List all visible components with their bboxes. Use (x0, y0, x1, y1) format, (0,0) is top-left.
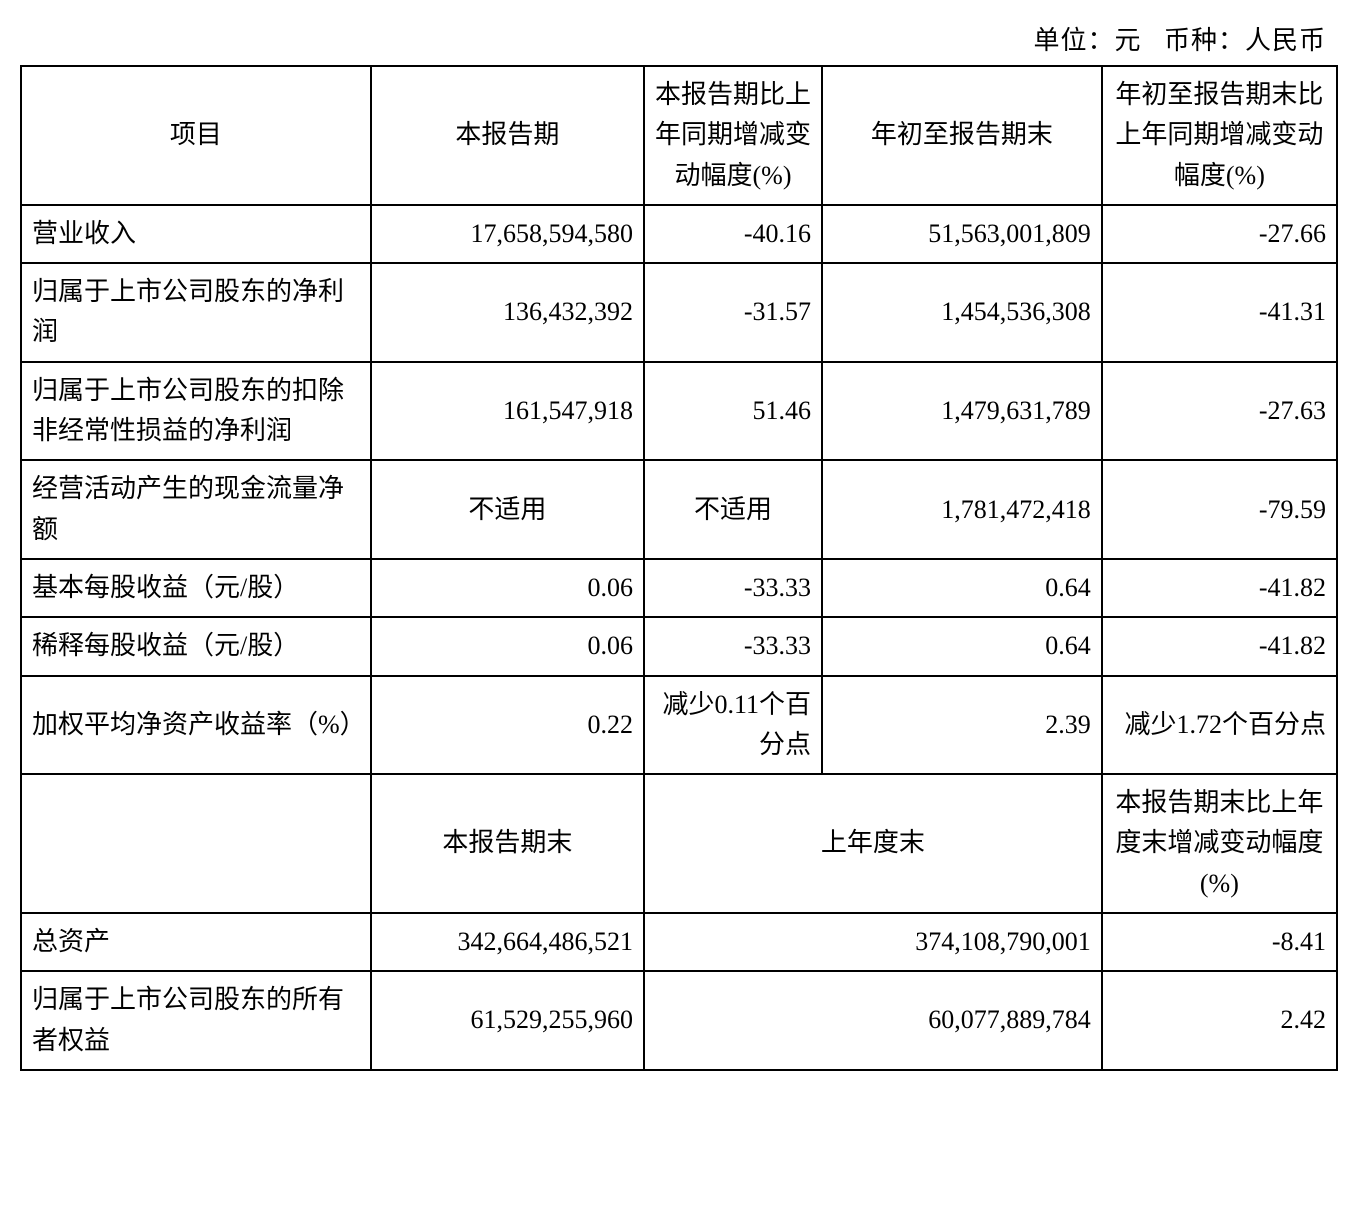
cell-pct2: -27.66 (1102, 205, 1337, 263)
currency-label: 币种：人民币 (1164, 26, 1326, 55)
header-ytd: 年初至报告期末 (822, 66, 1102, 205)
cell-period: 0.06 (371, 617, 644, 675)
cell-pct: 2.42 (1102, 971, 1337, 1070)
table-row: 经营活动产生的现金流量净额 不适用 不适用 1,781,472,418 -79.… (21, 460, 1337, 559)
cell-pct1: -33.33 (644, 559, 822, 617)
cell-item: 经营活动产生的现金流量净额 (21, 460, 371, 559)
cell-ytd: 0.64 (822, 617, 1102, 675)
cell-item: 营业收入 (21, 205, 371, 263)
cell-period: 0.06 (371, 559, 644, 617)
cell-prev-year-end: 60,077,889,784 (644, 971, 1102, 1070)
cell-item: 基本每股收益（元/股） (21, 559, 371, 617)
cell-item: 归属于上市公司股东的扣除非经常性损益的净利润 (21, 362, 371, 461)
header-pct1: 本报告期比上年同期增减变动幅度(%) (644, 66, 822, 205)
cell-pct1: 减少0.11个百分点 (644, 676, 822, 775)
cell-ytd: 0.64 (822, 559, 1102, 617)
cell-ytd: 1,479,631,789 (822, 362, 1102, 461)
cell-pct1: 不适用 (644, 460, 822, 559)
cell-ytd: 1,454,536,308 (822, 263, 1102, 362)
header-item: 项目 (21, 66, 371, 205)
cell-item: 归属于上市公司股东的净利润 (21, 263, 371, 362)
table-row: 营业收入 17,658,594,580 -40.16 51,563,001,80… (21, 205, 1337, 263)
cell-period: 136,432,392 (371, 263, 644, 362)
cell-item: 总资产 (21, 913, 371, 971)
header-period: 本报告期 (371, 66, 644, 205)
table-row: 基本每股收益（元/股） 0.06 -33.33 0.64 -41.82 (21, 559, 1337, 617)
cell-pct2: -41.82 (1102, 617, 1337, 675)
cell-pct2: 减少1.72个百分点 (1102, 676, 1337, 775)
cell-pct2: -27.63 (1102, 362, 1337, 461)
table-row: 总资产 342,664,486,521 374,108,790,001 -8.4… (21, 913, 1337, 971)
cell-pct2: -41.82 (1102, 559, 1337, 617)
subheader-item (21, 774, 371, 913)
table-subheader-row: 本报告期末 上年度末 本报告期末比上年度末增减变动幅度(%) (21, 774, 1337, 913)
cell-item: 稀释每股收益（元/股） (21, 617, 371, 675)
table-row: 归属于上市公司股东的净利润 136,432,392 -31.57 1,454,5… (21, 263, 1337, 362)
cell-ytd: 51,563,001,809 (822, 205, 1102, 263)
cell-pct1: 51.46 (644, 362, 822, 461)
header-pct2: 年初至报告期末比上年同期增减变动幅度(%) (1102, 66, 1337, 205)
cell-ytd: 1,781,472,418 (822, 460, 1102, 559)
table-caption: 单位：元 币种：人民币 (20, 20, 1338, 57)
financial-table: 项目 本报告期 本报告期比上年同期增减变动幅度(%) 年初至报告期末 年初至报告… (20, 65, 1338, 1071)
cell-period-end: 61,529,255,960 (371, 971, 644, 1070)
subheader-pct: 本报告期末比上年度末增减变动幅度(%) (1102, 774, 1337, 913)
cell-pct2: -41.31 (1102, 263, 1337, 362)
cell-item: 加权平均净资产收益率（%） (21, 676, 371, 775)
cell-item: 归属于上市公司股东的所有者权益 (21, 971, 371, 1070)
cell-period: 17,658,594,580 (371, 205, 644, 263)
cell-pct1: -40.16 (644, 205, 822, 263)
table-header-row: 项目 本报告期 本报告期比上年同期增减变动幅度(%) 年初至报告期末 年初至报告… (21, 66, 1337, 205)
table-row: 归属于上市公司股东的扣除非经常性损益的净利润 161,547,918 51.46… (21, 362, 1337, 461)
cell-period: 不适用 (371, 460, 644, 559)
table-row: 加权平均净资产收益率（%） 0.22 减少0.11个百分点 2.39 减少1.7… (21, 676, 1337, 775)
cell-pct1: -33.33 (644, 617, 822, 675)
subheader-prev-year-end: 上年度末 (644, 774, 1102, 913)
cell-pct: -8.41 (1102, 913, 1337, 971)
table-row: 归属于上市公司股东的所有者权益 61,529,255,960 60,077,88… (21, 971, 1337, 1070)
cell-pct2: -79.59 (1102, 460, 1337, 559)
unit-label: 单位：元 (1033, 26, 1141, 55)
cell-ytd: 2.39 (822, 676, 1102, 775)
cell-prev-year-end: 374,108,790,001 (644, 913, 1102, 971)
cell-period: 161,547,918 (371, 362, 644, 461)
table-row: 稀释每股收益（元/股） 0.06 -33.33 0.64 -41.82 (21, 617, 1337, 675)
cell-pct1: -31.57 (644, 263, 822, 362)
subheader-period-end: 本报告期末 (371, 774, 644, 913)
cell-period-end: 342,664,486,521 (371, 913, 644, 971)
cell-period: 0.22 (371, 676, 644, 775)
